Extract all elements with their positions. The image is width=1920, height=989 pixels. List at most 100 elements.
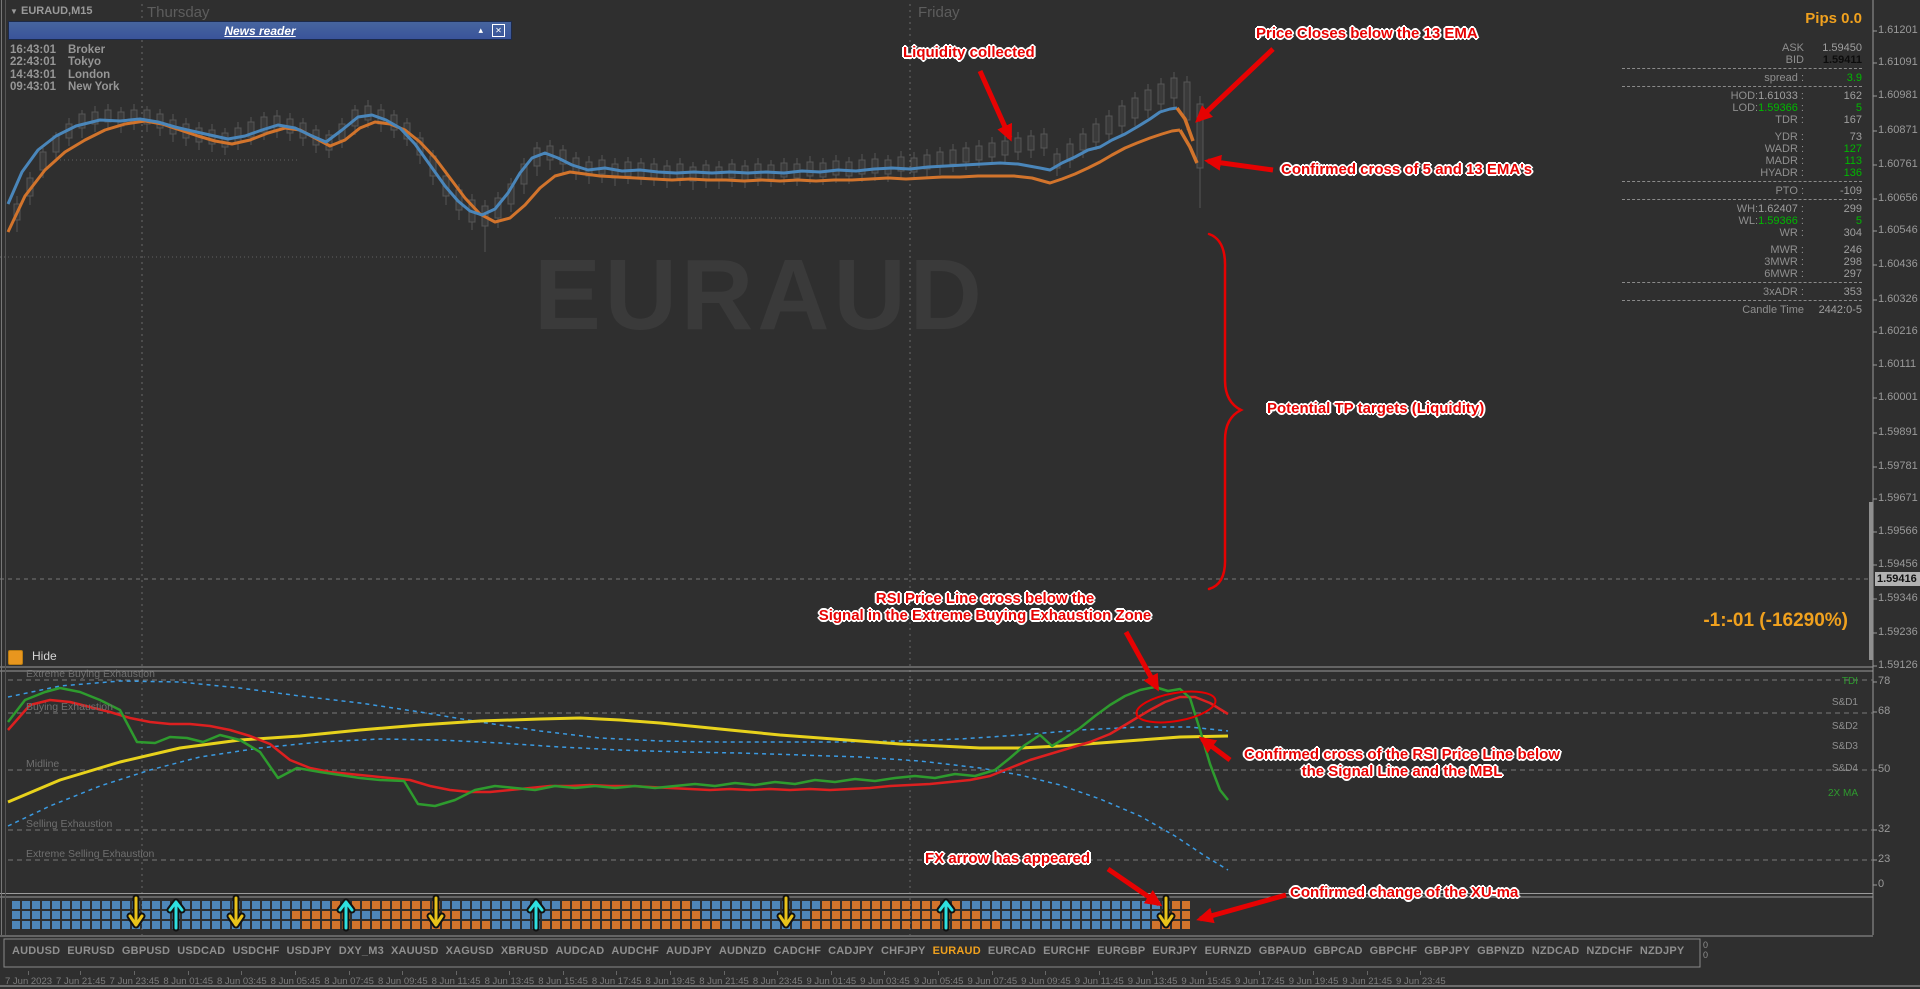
session-time-row: 22:43:01 Tokyo [10, 56, 119, 68]
up-signal-arrow [528, 900, 544, 930]
symbol-tab-eurusd[interactable]: EURUSD [67, 945, 115, 957]
news-close-icon[interactable]: ✕ [492, 24, 505, 37]
strip-square [812, 911, 820, 919]
symbol-tab-nzdcad[interactable]: NZDCAD [1531, 945, 1580, 957]
strip-square [1152, 911, 1160, 919]
strip-square [422, 911, 430, 919]
strip-square [82, 901, 90, 909]
strip-square [82, 911, 90, 919]
news-reader-bar[interactable]: News reader ▴ ✕ [8, 21, 512, 40]
symbol-tab-nzdchf[interactable]: NZDCHF [1586, 945, 1633, 957]
strip-square [1072, 911, 1080, 919]
strip-square [182, 911, 190, 919]
hide-button-label[interactable]: Hide [32, 649, 57, 663]
symbol-tab-usdcad[interactable]: USDCAD [177, 945, 226, 957]
symbol-tab-euraud[interactable]: EURAUD [932, 945, 981, 957]
candle-body [858, 159, 866, 175]
dropdown-icon[interactable]: ▼ [10, 7, 18, 16]
symbol-tab-xagusd[interactable]: XAGUSD [445, 945, 494, 957]
strip-square [702, 911, 710, 919]
price-tick-label: 1.59781 [1878, 460, 1918, 472]
symbol-tab-audcad[interactable]: AUDCAD [555, 945, 605, 957]
symbol-tab-usdjpy[interactable]: USDJPY [286, 945, 332, 957]
candle-body [143, 109, 151, 125]
symbol-tab-dxy_m3[interactable]: DXY_M3 [338, 945, 384, 957]
tdi-tick-label: 0 [1878, 878, 1885, 890]
symbol-tab-eurjpy[interactable]: EURJPY [1152, 945, 1198, 957]
strip-square [702, 901, 710, 909]
news-reader-label[interactable]: News reader [224, 23, 296, 38]
strip-square [862, 921, 870, 929]
symbol-tab-audusd[interactable]: AUDUSD [12, 945, 61, 957]
strip-square [1032, 911, 1040, 919]
symbol-tab-chfjpy[interactable]: CHFJPY [880, 945, 926, 957]
strip-square [272, 901, 280, 909]
stats-label: WH:1.62407 : [1736, 203, 1804, 215]
strip-square [582, 921, 590, 929]
strip-square [982, 921, 990, 929]
strip-square [742, 911, 750, 919]
candle-body [1027, 135, 1035, 151]
strip-square [992, 911, 1000, 919]
strip-square [562, 911, 570, 919]
symbol-tab-nzdusd[interactable]: NZDUSD [1691, 945, 1692, 957]
strip-square [112, 901, 120, 909]
news-collapse-icon[interactable]: ▴ [478, 25, 483, 35]
timestamp-label: 7 Jun 2023 [5, 971, 52, 987]
symbol-tab-xbrusd[interactable]: XBRUSD [500, 945, 549, 957]
strip-square [462, 911, 470, 919]
pips-counter: Pips 0.0 [1805, 10, 1862, 27]
stats-label: PTO : [1775, 185, 1804, 197]
strip-square [1122, 901, 1130, 909]
symbol-tab-gbpcad[interactable]: GBPCAD [1313, 945, 1363, 957]
tdi-zone-label: Extreme Selling Exhaustion [26, 848, 155, 860]
strip-square [862, 911, 870, 919]
symbol-tab-eurgbp[interactable]: EURGBP [1097, 945, 1146, 957]
symbol-tab-gbpchf[interactable]: GBPCHF [1369, 945, 1418, 957]
strip-square [262, 901, 270, 909]
symbol-tab-gbpusd[interactable]: GBPUSD [121, 945, 171, 957]
annotation-confirmed-change-xu-ma: Confirmed change of the XU-ma [1290, 884, 1519, 901]
symbol-tab-gbpjpy[interactable]: GBPJPY [1424, 945, 1471, 957]
price-tick-label: 1.59671 [1878, 492, 1918, 504]
symbol-tab-usdchf[interactable]: USDCHF [232, 945, 280, 957]
price-tick-label: 1.59236 [1878, 626, 1918, 638]
strip-square [112, 911, 120, 919]
tdi-signal-line [7, 695, 1229, 794]
timestamp-label: 9 Jun 03:45 [860, 971, 910, 987]
symbol-tab-gbpaud[interactable]: GBPAUD [1258, 945, 1307, 957]
strip-square [922, 901, 930, 909]
candle-body [1196, 103, 1204, 169]
annotation-fx-arrow-appeared: FX arrow has appeared [925, 850, 1091, 867]
stats-label: BID [1785, 54, 1804, 66]
symbol-tab-gbpnzd[interactable]: GBPNZD [1477, 945, 1525, 957]
strip-square [642, 911, 650, 919]
symbol-tab-audnzd[interactable]: AUDNZD [718, 945, 767, 957]
strip-square [672, 901, 680, 909]
symbol-tab-xauusd[interactable]: XAUUSD [390, 945, 439, 957]
strip-square [1092, 911, 1100, 919]
strip-square [72, 901, 80, 909]
symbol-tab-cadchf[interactable]: CADCHF [773, 945, 822, 957]
symbol-tab-audjpy[interactable]: AUDJPY [666, 945, 712, 957]
strip-square [772, 921, 780, 929]
symbol-tab-eurcad[interactable]: EURCAD [987, 945, 1037, 957]
hide-button-icon[interactable] [8, 650, 23, 665]
symbol-tab-eurnzd[interactable]: EURNZD [1204, 945, 1252, 957]
symbol-tab-audchf[interactable]: AUDCHF [611, 945, 660, 957]
strip-square [582, 901, 590, 909]
strip-square [1062, 911, 1070, 919]
strip-square [512, 921, 520, 929]
symbol-tab-nzdjpy[interactable]: NZDJPY [1639, 945, 1685, 957]
stats-row: WADR : 127 [1622, 143, 1862, 155]
strip-square [832, 911, 840, 919]
symbol-tab-eurchf[interactable]: EURCHF [1043, 945, 1091, 957]
strip-square [422, 901, 430, 909]
candle-body [871, 158, 879, 174]
strip-square [802, 921, 810, 929]
strip-square [1182, 911, 1190, 919]
symbol-tab-cadjpy[interactable]: CADJPY [828, 945, 874, 957]
up-signal-arrow [938, 900, 954, 930]
strip-square [822, 921, 830, 929]
